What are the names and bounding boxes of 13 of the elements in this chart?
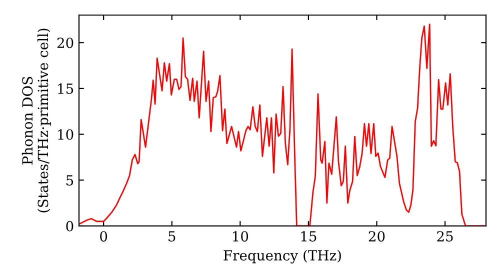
x-tick-label: 10 [233,231,248,242]
x-tick-label: 20 [368,231,385,242]
y-tick-label: 20 [57,38,74,48]
y-tick-label: 5 [66,175,74,186]
x-axis-title: Frequency (THz) [224,250,341,264]
y-tick-label: 0 [66,220,74,232]
y-tick-label: 15 [58,83,74,94]
x-tick-label: 0 [100,231,108,242]
x-tick-label: 15 [301,231,316,242]
y-axis-title: Phonon DOS (States/THz·primitive cell) [22,28,51,212]
x-tick-label: 25 [437,231,453,242]
y-tick-label: 10 [58,129,74,140]
x-tick-label: 5 [168,231,176,242]
